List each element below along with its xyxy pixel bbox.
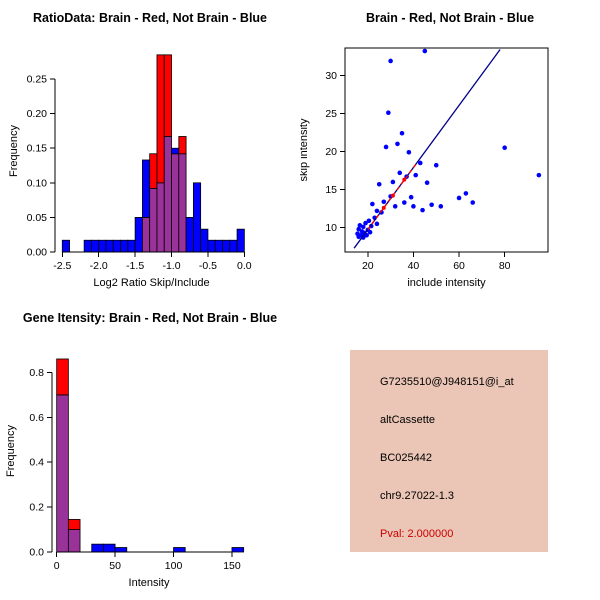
svg-text:0: 0	[54, 560, 60, 572]
pval-text: Pval: 2.000000	[380, 528, 454, 540]
svg-text:0.0: 0.0	[29, 547, 44, 559]
svg-text:-2.5: -2.5	[53, 260, 71, 272]
probe-info-box: G7235510@J948151@i_at altCassette BC0254…	[350, 350, 548, 552]
svg-text:Frequency: Frequency	[8, 125, 20, 177]
svg-text:0.20: 0.20	[27, 108, 48, 120]
svg-text:100: 100	[165, 560, 183, 572]
svg-text:skip intensity: skip intensity	[300, 118, 310, 181]
svg-text:Log2 Ratio Skip/Include: Log2 Ratio Skip/Include	[93, 277, 209, 289]
panel-info: G7235510@J948151@i_at altCassette BC0254…	[300, 300, 600, 600]
splice-event-type: altCassette	[380, 414, 436, 426]
svg-text:0.25: 0.25	[27, 74, 48, 86]
svg-text:-0.5: -0.5	[199, 260, 217, 272]
svg-text:50: 50	[109, 560, 121, 572]
panel-intensity-scatter: Brain - Red, Not Brain - Blue 20 40 60 80 10…	[300, 0, 600, 300]
gene-intensity-plot: 0 50 100 150 0.0 0.2 0.4 0.6 0.8 Intensity Frequen…	[5, 358, 245, 589]
svg-text:20: 20	[325, 146, 337, 158]
svg-text:-1.0: -1.0	[162, 260, 180, 272]
intensity-scatter-plot: 20 40 60 80 10 15 20 25 30 include intensity skip …	[300, 47, 549, 289]
panel-gene-intensity-histogram: Gene Itensity: Brain - Red, Not Brain - …	[0, 300, 300, 600]
svg-text:60: 60	[453, 260, 465, 272]
svg-text:15: 15	[325, 184, 337, 196]
svg-text:40: 40	[408, 260, 420, 272]
svg-text:0.05: 0.05	[27, 212, 48, 224]
svg-text:Intensity: Intensity	[129, 577, 170, 589]
svg-text:-2.0: -2.0	[90, 260, 108, 272]
svg-text:150: 150	[223, 560, 241, 572]
gene-intensity-title: Gene Itensity: Brain - Red, Not Brain - …	[22, 311, 278, 325]
svg-text:20: 20	[362, 260, 374, 272]
ratio-histogram-title: RatioData: Brain - Red, Not Brain - Blue	[32, 11, 268, 25]
probe-id: G7235510@J948151@i_at	[380, 376, 514, 388]
chromosome-location: chr9.27022-1.3	[380, 490, 454, 502]
panel-ratio-histogram: RatioData: Brain - Red, Not Brain - Blue…	[0, 0, 300, 300]
svg-text:25: 25	[325, 108, 337, 120]
svg-text:0.8: 0.8	[29, 367, 44, 379]
accession-number: BC025442	[380, 452, 432, 464]
svg-text:0.10: 0.10	[27, 177, 48, 189]
svg-text:0.15: 0.15	[27, 143, 48, 155]
svg-text:0.0: 0.0	[237, 260, 252, 272]
svg-text:include intensity: include intensity	[407, 277, 486, 289]
svg-text:0.6: 0.6	[29, 412, 44, 424]
svg-text:0.2: 0.2	[29, 502, 44, 514]
svg-text:30: 30	[325, 70, 337, 82]
svg-text:0.4: 0.4	[29, 457, 44, 469]
svg-text:80: 80	[499, 260, 511, 272]
svg-text:10: 10	[325, 222, 337, 234]
svg-text:-1.5: -1.5	[126, 260, 144, 272]
svg-text:Frequency: Frequency	[5, 425, 17, 477]
scatter-title: Brain - Red, Not Brain - Blue	[365, 11, 535, 25]
svg-text:0.00: 0.00	[27, 247, 48, 259]
ratio-histogram-plot: -2.5 -2.0 -1.5 -1.0 -0.5 0.0 0.00 0.05 0.10 0.15 0…	[8, 54, 252, 289]
